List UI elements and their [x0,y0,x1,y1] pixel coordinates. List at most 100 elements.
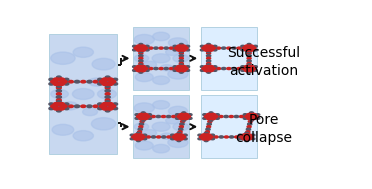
Circle shape [145,66,149,68]
Circle shape [159,47,163,49]
Circle shape [177,69,182,72]
Circle shape [230,136,234,138]
Circle shape [237,47,241,49]
Circle shape [201,49,204,51]
Circle shape [183,138,187,140]
Circle shape [139,51,143,53]
Circle shape [81,105,86,108]
Circle shape [207,115,215,118]
Circle shape [246,128,251,130]
Circle shape [137,67,144,70]
Circle shape [161,65,173,71]
Circle shape [186,49,190,51]
Circle shape [102,78,109,81]
Circle shape [105,96,110,98]
FancyBboxPatch shape [201,95,257,158]
Circle shape [136,69,142,72]
Circle shape [256,117,260,119]
Circle shape [173,54,189,62]
Circle shape [53,78,60,81]
Circle shape [210,113,216,116]
Circle shape [105,87,110,89]
Circle shape [140,65,145,68]
Circle shape [57,99,61,101]
Circle shape [208,45,213,48]
Circle shape [212,115,218,118]
Circle shape [179,57,183,59]
Circle shape [238,134,242,136]
Circle shape [204,140,208,142]
Circle shape [57,87,61,89]
Circle shape [246,46,253,50]
Circle shape [244,45,250,48]
Circle shape [224,136,228,138]
Circle shape [181,69,186,72]
Circle shape [139,50,143,52]
Circle shape [248,123,252,125]
Circle shape [171,134,174,136]
Circle shape [105,101,110,103]
Circle shape [248,69,254,72]
Circle shape [151,136,155,138]
Circle shape [173,123,189,131]
Circle shape [243,135,250,139]
Circle shape [57,93,61,95]
Circle shape [105,90,110,92]
Circle shape [179,43,183,45]
Circle shape [113,107,118,110]
Circle shape [238,138,242,140]
Circle shape [179,64,183,66]
Circle shape [179,126,183,128]
Circle shape [250,112,253,114]
Circle shape [205,137,211,140]
Circle shape [198,138,202,140]
Circle shape [57,110,61,112]
Circle shape [161,115,166,118]
Circle shape [178,137,184,140]
Circle shape [180,115,187,118]
Circle shape [247,52,251,54]
Circle shape [145,69,149,71]
Circle shape [201,66,204,68]
Circle shape [244,65,250,68]
Circle shape [186,69,190,71]
Circle shape [205,134,211,137]
Circle shape [138,134,143,137]
Circle shape [174,67,179,70]
Circle shape [153,144,170,153]
Circle shape [134,134,139,137]
Circle shape [73,88,94,99]
Circle shape [154,67,158,70]
Circle shape [53,107,60,110]
Circle shape [174,47,179,49]
Circle shape [203,117,206,119]
Circle shape [208,69,213,72]
Circle shape [213,66,217,68]
Circle shape [253,66,257,68]
Circle shape [138,137,143,140]
Circle shape [53,103,60,106]
Circle shape [98,83,102,85]
Circle shape [143,134,147,136]
Circle shape [214,136,218,138]
Circle shape [180,136,186,138]
Circle shape [139,65,143,67]
Circle shape [179,63,183,64]
Circle shape [100,105,106,108]
Circle shape [130,138,134,140]
Circle shape [138,128,142,130]
Circle shape [179,71,183,73]
Circle shape [49,83,54,85]
Circle shape [164,67,169,70]
Circle shape [137,46,144,50]
Circle shape [135,73,153,82]
Circle shape [145,45,149,47]
Circle shape [253,49,257,51]
Circle shape [177,49,182,51]
Circle shape [135,135,142,139]
Circle shape [93,105,98,108]
Circle shape [201,69,204,71]
Circle shape [64,83,69,85]
Circle shape [242,67,246,70]
Circle shape [206,57,211,59]
